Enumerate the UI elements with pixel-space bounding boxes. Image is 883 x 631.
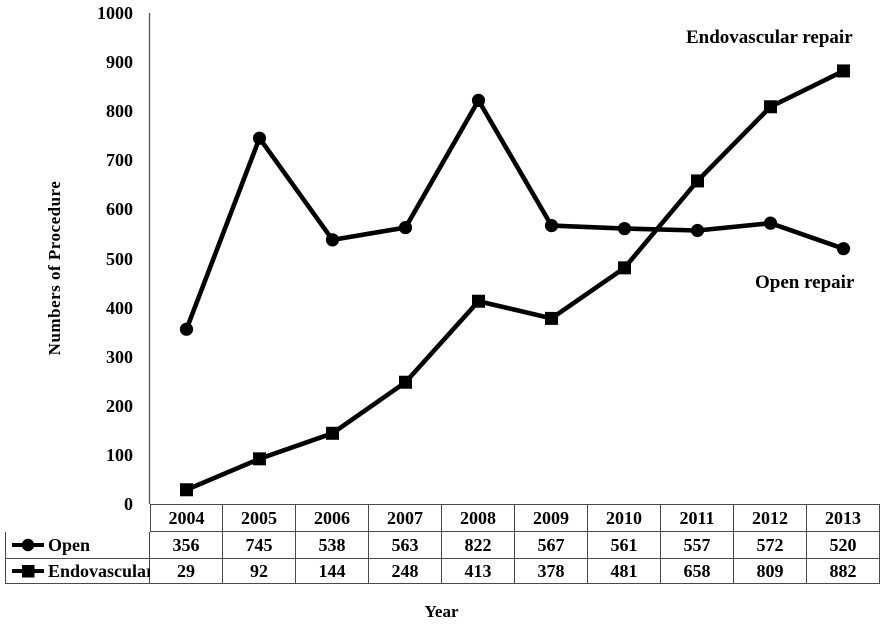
endovascular-value-cell-2012: 809 [734, 559, 807, 584]
series-line-endovascular [184, 68, 846, 493]
data-point-open-2009 [544, 219, 559, 233]
data-point-open-2013 [836, 242, 851, 256]
data-point-open-2008 [471, 93, 486, 107]
y-tick-label-900: 900 [106, 52, 133, 73]
open-value-cell-2011: 557 [661, 532, 734, 559]
y-tick-label-400: 400 [106, 297, 133, 318]
data-point-endovascular-2007 [399, 375, 412, 389]
data-point-open-2010 [617, 221, 632, 236]
endovascular-value-cell-2009: 378 [515, 559, 588, 584]
data-point-open-2007 [398, 220, 413, 235]
data-point-endovascular-2010 [618, 261, 631, 275]
series-line-open [184, 98, 846, 332]
open-value-cell-2010: 561 [588, 532, 661, 559]
endovascular-value-cell-2008: 413 [442, 559, 515, 584]
endovascular-series-legend-icon [12, 565, 44, 578]
annotation-open-repair: Open repair [755, 272, 855, 293]
endovascular-legend-label: Endovascular [48, 560, 155, 581]
data-point-open-2011 [690, 223, 705, 238]
data-table: 2004 2005 2006 2007 2008 2009 2010 2011 2012 2013… [5, 504, 880, 584]
endovascular-value-cell-2005: 92 [223, 559, 296, 584]
data-point-endovascular-2013 [837, 64, 850, 78]
data-point-endovascular-2011 [691, 174, 704, 188]
y-tick-label-1000: 1000 [97, 3, 133, 23]
year-cell-2010: 2010 [588, 504, 661, 532]
open-series-legend-icon [12, 538, 44, 552]
year-cell-2008: 2008 [442, 504, 515, 532]
y-tick-label-100: 100 [106, 444, 133, 465]
open-value-cell-2012: 572 [734, 532, 807, 559]
data-point-open-2006 [325, 233, 340, 247]
y-tick-label-500: 500 [106, 248, 133, 269]
y-tick-label-800: 800 [106, 101, 133, 122]
year-cell-2009: 2009 [515, 504, 588, 532]
data-point-endovascular-2012 [764, 100, 777, 114]
year-cell-2006: 2006 [296, 504, 369, 532]
open-value-cell-2013: 520 [807, 532, 880, 559]
endovascular-value-cell-2011: 658 [661, 559, 734, 584]
y-tick-label-700: 700 [106, 150, 133, 171]
table-corner-spacer [5, 504, 150, 532]
data-point-endovascular-2009 [545, 311, 558, 325]
data-point-open-2012 [763, 216, 778, 230]
year-cell-2012: 2012 [734, 504, 807, 532]
year-cell-2005: 2005 [223, 504, 296, 532]
data-point-open-2005 [252, 131, 267, 145]
data-point-endovascular-2005 [253, 452, 266, 466]
table-row-years: 2004 2005 2006 2007 2008 2009 2010 2011 2012 2013 [5, 504, 880, 532]
open-value-cell-2005: 745 [223, 532, 296, 559]
y-tick-label-600: 600 [106, 199, 133, 220]
open-value-cell-2006: 538 [296, 532, 369, 559]
endovascular-value-cell-2006: 144 [296, 559, 369, 584]
open-value-cell-2004: 356 [150, 532, 223, 559]
data-point-endovascular-2006 [326, 426, 339, 440]
year-cell-2013: 2013 [807, 504, 880, 532]
open-value-cell-2009: 567 [515, 532, 588, 559]
open-value-cell-2008: 822 [442, 532, 515, 559]
year-cell-2004: 2004 [150, 504, 223, 532]
table-row-open: Open 356 745 538 563 822 567 561 557 572 520 [5, 532, 880, 559]
year-cell-2011: 2011 [661, 504, 734, 532]
endovascular-value-cell-2007: 248 [369, 559, 442, 584]
endovascular-legend-cell: Endovascular [5, 559, 154, 584]
endovascular-value-cell-2004: 29 [150, 559, 223, 584]
open-legend-cell: Open [5, 532, 150, 559]
data-point-open-2004 [179, 322, 194, 336]
open-value-cell-2007: 563 [369, 532, 442, 559]
open-legend-label: Open [48, 534, 91, 555]
y-tick-label-300: 300 [106, 346, 133, 367]
endovascular-value-cell-2010: 481 [588, 559, 661, 584]
y-tick-label-0: 0 [124, 494, 133, 514]
data-point-endovascular-2008 [472, 294, 485, 308]
y-tick-label-200: 200 [106, 395, 133, 416]
annotation-endovascular-repair: Endovascular repair [686, 27, 853, 48]
x-axis-title: Year [424, 602, 459, 621]
table-row-endovascular: Endovascular 29 92 144 248 413 378 481 658 809 882 [5, 559, 880, 584]
endovascular-value-cell-2013: 882 [807, 559, 880, 584]
data-point-endovascular-2004 [180, 483, 193, 497]
year-cell-2007: 2007 [369, 504, 442, 532]
